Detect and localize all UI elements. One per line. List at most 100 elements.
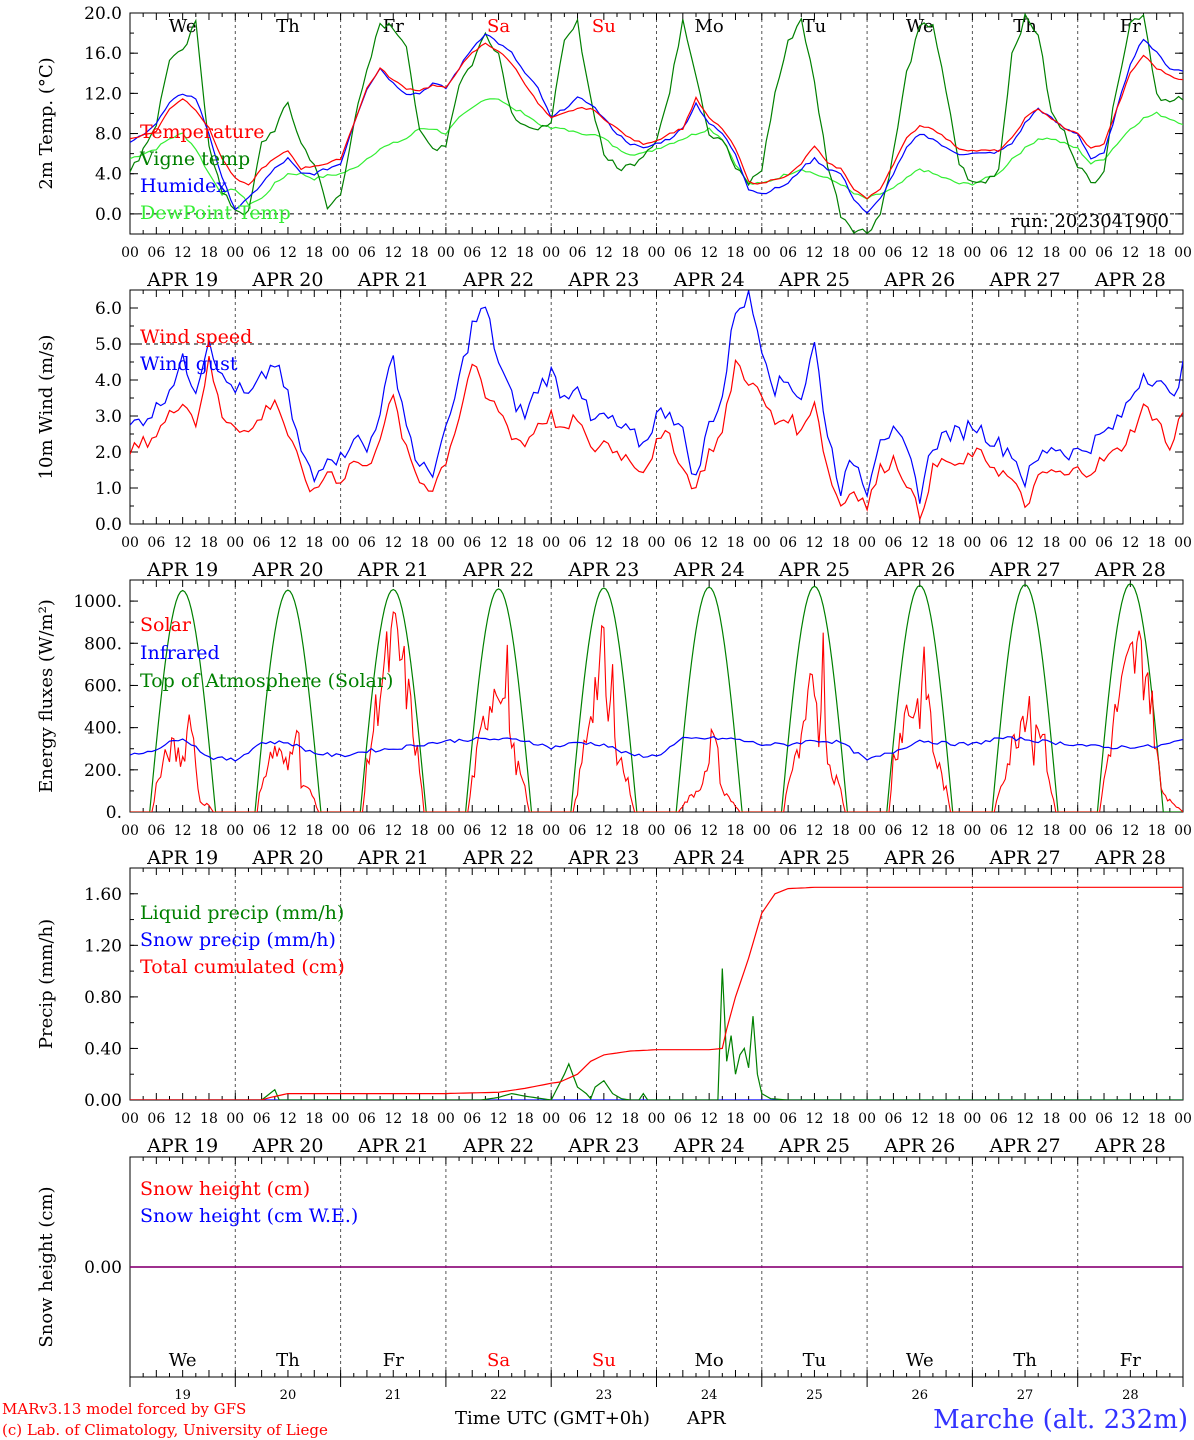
day-label: Th <box>1013 16 1037 37</box>
hour-label: 00 <box>542 1111 560 1127</box>
hour-label: 00 <box>332 245 350 261</box>
hour-label: 00 <box>542 245 560 261</box>
hour-label: 00 <box>648 823 666 839</box>
hour-label: 06 <box>779 1111 797 1127</box>
date-label: APR 26 <box>883 847 955 869</box>
hour-label: 06 <box>885 535 903 551</box>
hour-label: 18 <box>937 823 955 839</box>
legend-entry: Solar <box>140 614 192 636</box>
hour-label: 12 <box>490 535 508 551</box>
day-label: Sa <box>487 1350 510 1371</box>
y-axis-label: Snow height (cm) <box>36 1186 57 1347</box>
date-label: APR 27 <box>989 559 1061 581</box>
x-axis-month: APR <box>686 1408 726 1429</box>
hour-label: 06 <box>1095 823 1113 839</box>
hour-label: 00 <box>858 535 876 551</box>
date-label: APR 25 <box>778 1135 850 1157</box>
hour-label: 18 <box>516 535 534 551</box>
hour-label: 12 <box>595 1111 613 1127</box>
date-label: APR 26 <box>883 269 955 291</box>
legend-entry: Top of Atmosphere (Solar) <box>140 670 393 692</box>
hour-label: 00 <box>437 1111 455 1127</box>
day-label: Tu <box>803 1350 827 1371</box>
y-tick-label: 0.80 <box>84 988 122 1008</box>
date-label: APR 24 <box>673 269 745 291</box>
hour-label: 18 <box>1148 245 1166 261</box>
date-label: APR 28 <box>1094 559 1166 581</box>
date-label: APR 19 <box>146 1135 218 1157</box>
hour-label: 18 <box>305 245 323 261</box>
legend-entry: Temperature <box>140 121 264 143</box>
y-tick-label: 0.0 <box>95 205 122 225</box>
hour-label: 06 <box>779 535 797 551</box>
x-axis-title: Time UTC (GMT+0h) <box>455 1408 650 1429</box>
hour-label: 12 <box>1016 1111 1034 1127</box>
hour-label: 18 <box>727 535 745 551</box>
date-label: APR 22 <box>462 269 534 291</box>
hour-label: 00 <box>437 245 455 261</box>
hour-label: 06 <box>990 245 1008 261</box>
hour-label: 06 <box>990 535 1008 551</box>
date-label: APR 23 <box>567 847 639 869</box>
date-label: APR 20 <box>251 559 323 581</box>
hour-label: 18 <box>621 535 639 551</box>
hour-label: 18 <box>411 823 429 839</box>
series-line-wind-speed <box>130 355 1183 522</box>
hour-label: 00 <box>963 245 981 261</box>
hour-label: 12 <box>911 823 929 839</box>
date-label: APR 21 <box>357 1135 429 1157</box>
date-label: APR 22 <box>462 847 534 869</box>
day-number: 26 <box>911 1388 928 1403</box>
day-label: Su <box>592 1350 616 1371</box>
y-tick-label: 1.20 <box>84 936 122 956</box>
hour-label: 18 <box>200 245 218 261</box>
hour-label: 00 <box>858 823 876 839</box>
hour-label: 06 <box>147 1111 165 1127</box>
day-label: Tu <box>803 16 827 37</box>
y-tick-label: 800. <box>84 634 122 654</box>
hour-label: 00 <box>1069 1111 1087 1127</box>
hour-label: 18 <box>621 1111 639 1127</box>
date-label: APR 21 <box>357 559 429 581</box>
hour-label: 00 <box>542 535 560 551</box>
hour-label: 18 <box>621 823 639 839</box>
series-line-dewpoint-temp <box>130 98 1183 206</box>
y-tick-label: 8.0 <box>95 125 122 145</box>
day-number: 23 <box>596 1388 613 1403</box>
date-label: APR 21 <box>357 847 429 869</box>
date-label: APR 24 <box>673 1135 745 1157</box>
date-label: APR 19 <box>146 847 218 869</box>
hour-label: 06 <box>147 823 165 839</box>
hour-label: 12 <box>174 1111 192 1127</box>
legend-entry: Wind gust <box>140 353 238 375</box>
hour-label: 00 <box>437 823 455 839</box>
day-number: 20 <box>280 1388 297 1403</box>
hour-label: 12 <box>174 535 192 551</box>
hour-label: 18 <box>832 535 850 551</box>
series-group <box>130 583 1183 812</box>
hour-label: 06 <box>358 823 376 839</box>
hour-label: 12 <box>174 245 192 261</box>
hour-label: 06 <box>463 1111 481 1127</box>
hour-label: 06 <box>358 1111 376 1127</box>
hour-label: 00 <box>1174 1111 1192 1127</box>
day-number: 28 <box>1122 1388 1139 1403</box>
hour-label: 06 <box>463 535 481 551</box>
hour-label: 00 <box>858 245 876 261</box>
hour-label: 18 <box>305 823 323 839</box>
y-tick-label: 3.0 <box>95 407 122 427</box>
series-line-temperature <box>130 42 1183 200</box>
hour-label: 00 <box>753 245 771 261</box>
hour-label: 12 <box>911 1111 929 1127</box>
date-label: APR 19 <box>146 269 218 291</box>
hour-label: 12 <box>911 245 929 261</box>
series-group <box>130 13 1183 234</box>
date-label: APR 23 <box>567 1135 639 1157</box>
hour-label: 06 <box>674 535 692 551</box>
hour-label: 00 <box>753 1111 771 1127</box>
day-label: Fr <box>1120 1350 1141 1371</box>
hour-label: 00 <box>437 535 455 551</box>
y-tick-label: 0. <box>106 803 122 823</box>
hour-label: 06 <box>1095 1111 1113 1127</box>
